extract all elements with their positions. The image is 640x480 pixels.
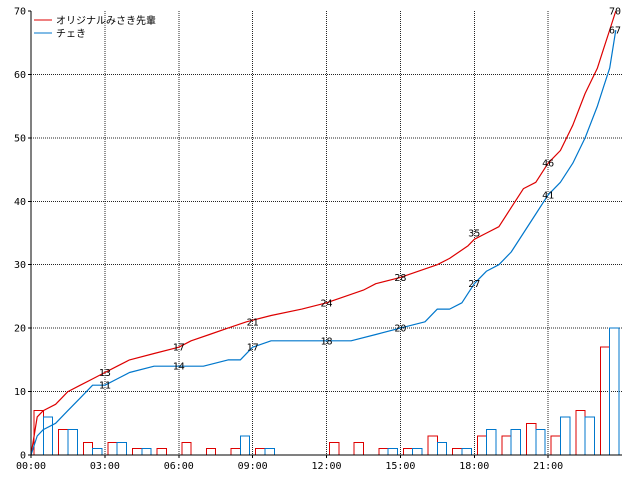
y-tick-label: 60 bbox=[14, 70, 26, 81]
legend-label-series-1: オリジナルみさき先輩 bbox=[56, 14, 156, 27]
bar-series-1 bbox=[156, 448, 167, 456]
bar-series-1 bbox=[255, 448, 266, 456]
bar-series-1 bbox=[181, 441, 192, 456]
bar-series-1 bbox=[329, 441, 340, 456]
y-tick-label: 30 bbox=[14, 260, 26, 271]
y-tick-label: 70 bbox=[14, 7, 26, 18]
legend: オリジナルみさき先輩 チェき bbox=[34, 14, 156, 40]
bar-series-2 bbox=[239, 435, 251, 456]
bar-series-1 bbox=[476, 435, 488, 456]
bar-series-2 bbox=[141, 448, 152, 456]
bar-series-1 bbox=[107, 441, 118, 456]
data-label-series-1: 24 bbox=[320, 298, 332, 309]
data-label-series-2: 18 bbox=[320, 336, 332, 347]
bar-series-1 bbox=[58, 429, 69, 456]
data-label-series-1: 70 bbox=[609, 7, 621, 18]
x-tick-label: 18:00 bbox=[459, 461, 489, 472]
x-tick-label: 09:00 bbox=[238, 461, 268, 472]
bar-series-2 bbox=[535, 429, 546, 456]
bar-series-1 bbox=[452, 448, 463, 456]
y-tick-label: 0 bbox=[20, 451, 26, 462]
bar-series-1 bbox=[526, 422, 537, 456]
data-label-series-1: 13 bbox=[99, 368, 111, 379]
bar-series-1 bbox=[501, 435, 512, 456]
bar-series-2 bbox=[387, 448, 398, 456]
x-tick-label: 21:00 bbox=[533, 461, 563, 472]
bar-series-1 bbox=[205, 448, 217, 456]
data-label-series-1: 35 bbox=[468, 229, 480, 240]
data-label-series-2: 27 bbox=[468, 279, 480, 290]
bar-series-2 bbox=[559, 416, 571, 456]
data-label-series-1: 21 bbox=[247, 317, 259, 328]
data-label-series-2: 11 bbox=[99, 381, 111, 392]
x-tick-label: 12:00 bbox=[311, 461, 341, 472]
bar-series-1 bbox=[427, 435, 438, 456]
x-tick-label: 00:00 bbox=[16, 461, 46, 472]
label-layer: 13 17 21 24 28 35 46 70 11 14 17 18 20 27 41 67 bbox=[99, 7, 621, 392]
bar-series-2 bbox=[461, 448, 472, 456]
y-tick-label: 10 bbox=[14, 387, 26, 398]
x-tick-label: 03:00 bbox=[90, 461, 120, 472]
bar-series-2 bbox=[436, 441, 448, 456]
axis-layer: 0 10 20 30 40 50 60 70 00:00 03:00 06:00 09:00 12:00… bbox=[14, 7, 622, 472]
bar-series-2 bbox=[264, 448, 275, 456]
bar-series-1 bbox=[575, 410, 586, 456]
bar-series-1 bbox=[230, 448, 241, 456]
y-tick-label: 20 bbox=[14, 324, 26, 335]
bar-series-1 bbox=[599, 346, 611, 456]
bar-series-2 bbox=[584, 416, 595, 456]
data-label-series-2: 17 bbox=[247, 343, 259, 354]
data-label-series-2: 41 bbox=[542, 190, 554, 201]
bar-series-1 bbox=[132, 448, 143, 456]
line-layer bbox=[30, 10, 617, 456]
bar-series-1 bbox=[402, 448, 414, 456]
data-label-series-1: 46 bbox=[542, 159, 554, 170]
bar-series-2 bbox=[67, 429, 78, 456]
bar-series-2 bbox=[116, 441, 128, 456]
bar-series-2 bbox=[92, 448, 103, 456]
line-series-2 bbox=[30, 29, 617, 456]
bar-series-1 bbox=[82, 441, 94, 456]
bar-series-2 bbox=[42, 416, 54, 456]
x-tick-label: 06:00 bbox=[164, 461, 194, 472]
bar-series-1 bbox=[550, 435, 561, 456]
data-label-series-2: 20 bbox=[394, 324, 406, 335]
bar-series-2 bbox=[412, 448, 423, 456]
line-series-1 bbox=[30, 10, 617, 456]
data-label-series-2: 67 bbox=[609, 26, 621, 37]
bar-series-1 bbox=[353, 441, 364, 456]
legend-label-series-2: チェき bbox=[56, 28, 86, 40]
bar-series-2 bbox=[510, 429, 522, 456]
data-label-series-1: 28 bbox=[394, 273, 406, 284]
grid-layer bbox=[31, 11, 622, 455]
bar-series-2 bbox=[486, 429, 497, 456]
data-label-series-2: 14 bbox=[173, 362, 185, 373]
y-tick-label: 40 bbox=[14, 197, 26, 208]
y-tick-label: 50 bbox=[14, 133, 26, 144]
x-tick-label: 15:00 bbox=[385, 461, 415, 472]
bar-series-1 bbox=[33, 410, 44, 456]
bar-series-1 bbox=[378, 448, 389, 456]
data-label-series-1: 17 bbox=[173, 343, 185, 354]
